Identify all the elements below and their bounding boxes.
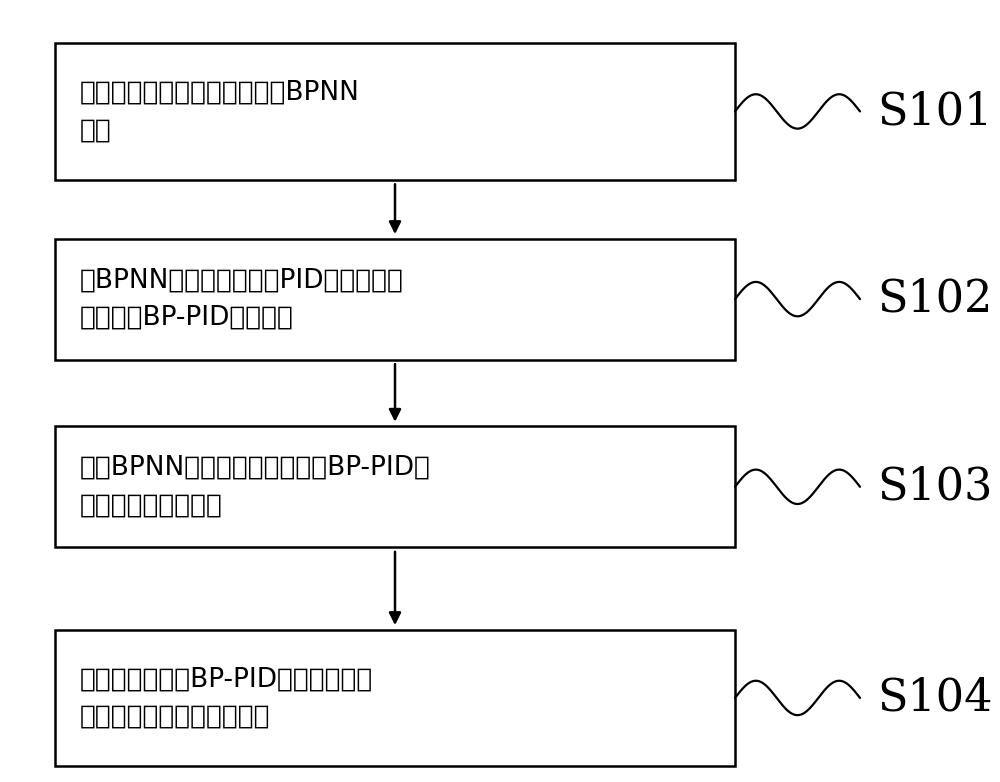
Text: 建立适用于烟草薄片涂布率的BPNN: 建立适用于烟草薄片涂布率的BPNN: [80, 80, 360, 106]
Text: S101: S101: [877, 90, 993, 133]
Text: S102: S102: [877, 278, 993, 321]
Bar: [55, 239, 735, 360]
Bar: [55, 43, 735, 180]
Text: S104: S104: [877, 676, 993, 719]
Text: 模型: 模型: [80, 117, 112, 143]
Text: 利用完成训练的BP-PID控制模型对烟: 利用完成训练的BP-PID控制模型对烟: [80, 666, 373, 692]
Text: 将BPNN模型的输出作为PID控制器的输: 将BPNN模型的输出作为PID控制器的输: [80, 267, 404, 293]
Bar: [55, 630, 735, 766]
Bar: [55, 426, 735, 547]
Text: 入，建立BP-PID控制模型: 入，建立BP-PID控制模型: [80, 305, 294, 331]
Text: S103: S103: [877, 465, 993, 508]
Text: 制模型进行优化训练: 制模型进行优化训练: [80, 493, 223, 518]
Text: 获取BPNN模型的训练参数，对BP-PID控: 获取BPNN模型的训练参数，对BP-PID控: [80, 455, 431, 481]
Text: 草薄片涂布率进行实时控制: 草薄片涂布率进行实时控制: [80, 704, 270, 730]
